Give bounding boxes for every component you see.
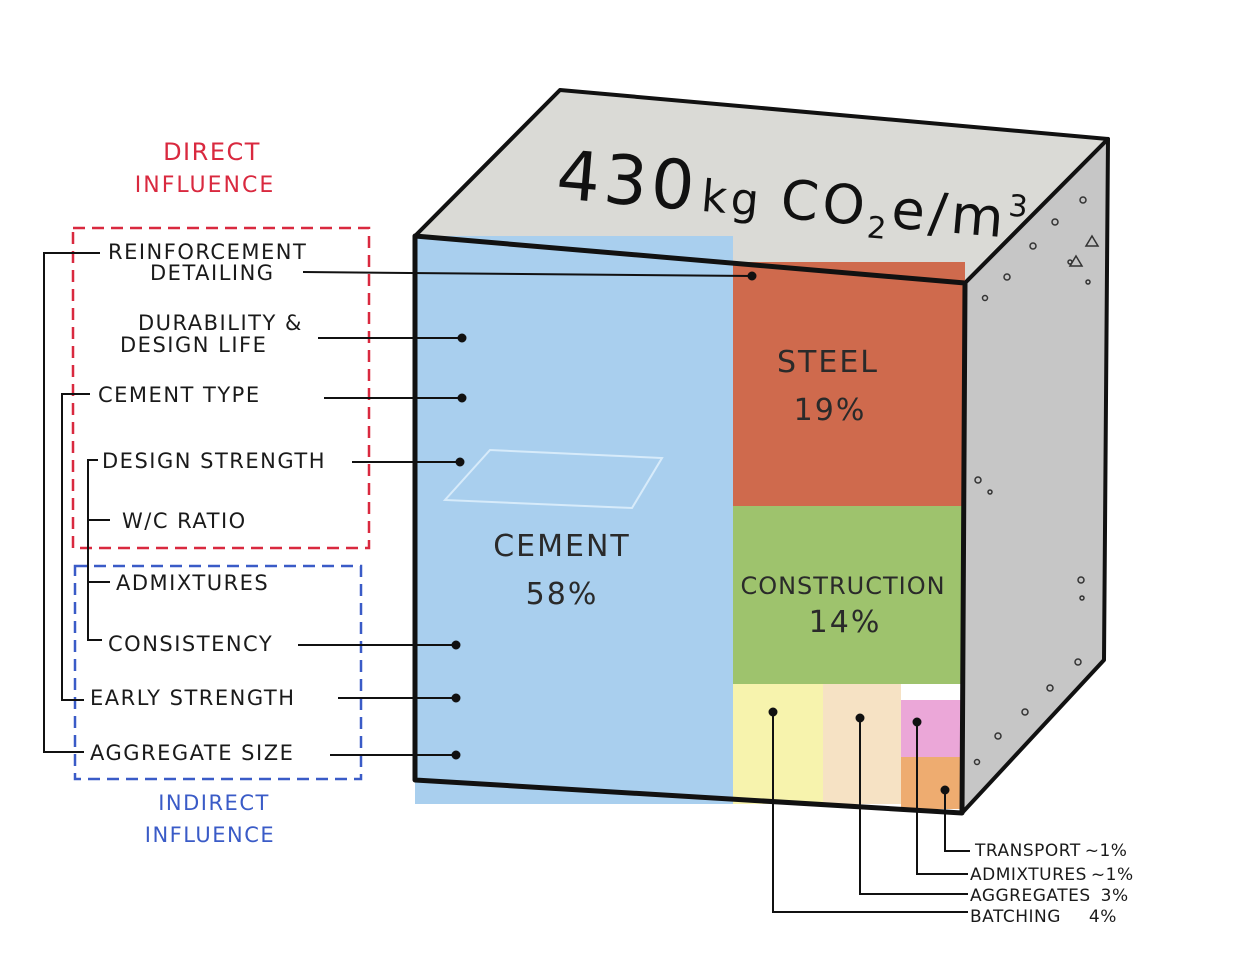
- factor-brackets: [43, 252, 110, 753]
- indirect-influence-heading-2: INFLUENCE: [145, 823, 275, 847]
- segment-admixtures: [901, 700, 962, 757]
- admixtures-label: ADMIXTURES ~1%: [970, 865, 1134, 885]
- front-face: [412, 233, 968, 816]
- steel-pct: 19%: [794, 393, 867, 428]
- concrete-speckles: [973, 196, 1100, 766]
- construction-pct: 14%: [809, 605, 882, 640]
- segment-construction: [733, 506, 965, 684]
- transport-label: TRANSPORT ~1%: [974, 841, 1127, 861]
- aggregates-label: AGGREGATES 3%: [970, 886, 1129, 906]
- factor-design-strength: DESIGN STRENGTH: [102, 449, 326, 473]
- direct-influence-box: [71, 226, 371, 550]
- factor-consistency: CONSISTENCY: [108, 632, 273, 656]
- small-segment-leaders: [768, 707, 970, 913]
- factor-durability-1: DURABILITY &: [138, 311, 303, 335]
- factor-early-strength: EARLY STRENGTH: [90, 686, 296, 710]
- segment-aggregates: [823, 684, 901, 804]
- construction-label: CONSTRUCTION: [740, 572, 945, 600]
- factor-cement-type: CEMENT TYPE: [98, 383, 261, 407]
- carbon-value-title: 430kg CO2e/m3: [553, 136, 1034, 259]
- batching-label: BATCHING 4%: [970, 907, 1117, 927]
- factor-reinforcement-1: REINFORCEMENT: [108, 240, 307, 264]
- direct-influence-heading-2: INFLUENCE: [135, 173, 275, 198]
- indirect-influence-heading-1: INDIRECT: [158, 791, 270, 815]
- cement-label: CEMENT: [493, 529, 631, 564]
- segment-steel: [733, 262, 965, 506]
- factor-connectors: [298, 271, 757, 760]
- factor-reinforcement-2: DETAILING: [150, 261, 275, 285]
- cube-front-outline: [412, 233, 968, 816]
- indirect-influence-box: [73, 564, 363, 781]
- segment-cement: [415, 236, 733, 804]
- factor-durability-2: DESIGN LIFE: [120, 333, 267, 357]
- factor-wc-ratio: W/C RATIO: [122, 509, 247, 533]
- direct-influence-heading-1: DIRECT: [163, 138, 261, 166]
- cement-highlight-mark: [442, 448, 664, 510]
- cement-pct: 58%: [526, 577, 599, 612]
- steel-label: STEEL: [777, 345, 879, 380]
- factor-aggregate-size: AGGREGATE SIZE: [90, 741, 294, 765]
- segment-transport: [901, 757, 962, 809]
- segment-batching: [733, 684, 823, 804]
- factor-admixtures: ADMIXTURES: [116, 571, 269, 595]
